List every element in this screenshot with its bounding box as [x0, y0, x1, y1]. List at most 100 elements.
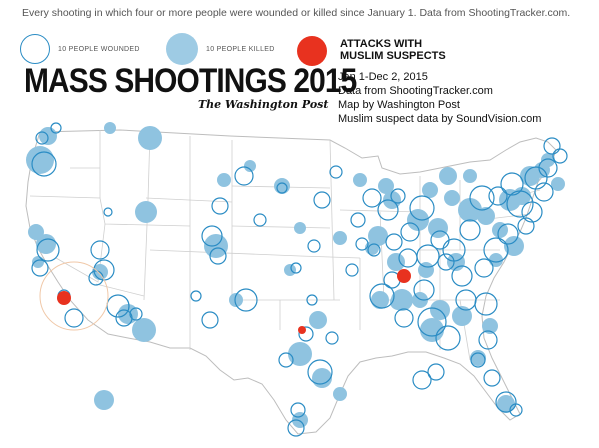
shooting-killed-circle	[312, 368, 332, 388]
shooting-killed-circle	[333, 231, 347, 245]
shooting-wounded-circle	[355, 237, 369, 251]
shooting-wounded-circle	[369, 283, 395, 309]
shooting-killed-circle	[274, 178, 290, 194]
shooting-killed-circle	[428, 218, 448, 238]
shooting-killed-circle	[333, 387, 347, 401]
shooting-wounded-circle	[313, 191, 331, 209]
shooting-wounded-circle	[90, 240, 110, 260]
legend-wounded-label: 10 PEOPLE WOUNDED	[58, 45, 140, 53]
shooting-killed-circle	[371, 291, 389, 309]
attack-circle-icon	[297, 36, 327, 66]
shooting-wounded-circle	[234, 288, 258, 312]
shooting-killed-circle	[118, 304, 138, 324]
shooting-wounded-circle	[483, 237, 509, 263]
shooting-killed-circle	[422, 182, 438, 198]
info-date-range: Jan 1-Dec 2, 2015	[338, 71, 428, 83]
shooting-wounded-circle	[469, 185, 495, 211]
shooting-killed-circle	[418, 262, 434, 278]
legend-killed: 10 PEOPLE KILLED	[166, 33, 275, 65]
shooting-wounded-circle	[209, 247, 227, 265]
shooting-wounded-circle	[390, 188, 406, 204]
shooting-wounded-circle	[306, 294, 318, 306]
shooting-wounded-circle	[538, 158, 558, 178]
shooting-wounded-circle	[385, 233, 403, 251]
shooting-wounded-circle	[521, 201, 543, 223]
legend-killed-label: 10 PEOPLE KILLED	[206, 45, 275, 53]
shooting-wounded-circle	[543, 137, 561, 155]
shooting-wounded-circle	[506, 190, 534, 218]
shooting-wounded-circle	[190, 290, 202, 302]
shooting-wounded-circle	[50, 122, 62, 134]
killed-circle-icon	[166, 33, 198, 65]
shooting-killed-circle	[204, 234, 228, 258]
shooting-wounded-circle	[362, 188, 382, 208]
attack-highlight-ring	[39, 261, 109, 331]
shooting-killed-circle	[482, 318, 498, 334]
shooting-killed-circle	[138, 126, 162, 150]
shooting-wounded-circle	[534, 182, 554, 202]
shooting-wounded-circle	[409, 195, 435, 221]
shooting-killed-circle	[391, 289, 413, 311]
info-suspect-source: Muslim suspect data by SoundVision.com	[338, 113, 542, 125]
shooting-killed-circle	[452, 306, 472, 326]
shooting-wounded-circle	[307, 359, 333, 385]
shooting-wounded-circle	[435, 325, 461, 351]
shooting-wounded-circle	[325, 331, 339, 345]
shooting-killed-circle	[353, 173, 367, 187]
shooting-killed-circle	[458, 198, 482, 222]
shooting-wounded-circle	[495, 391, 517, 413]
shooting-wounded-circle	[509, 403, 523, 417]
shooting-wounded-circle	[253, 213, 267, 227]
shooting-killed-circle	[477, 207, 495, 225]
shooting-killed-circle	[217, 173, 231, 187]
shooting-wounded-circle	[377, 199, 399, 221]
shooting-wounded-circle	[552, 148, 568, 164]
shooting-killed-circle	[439, 167, 457, 185]
shooting-wounded-circle	[478, 330, 498, 350]
shooting-killed-circle	[104, 122, 116, 134]
shooting-wounded-circle	[307, 239, 321, 253]
shooting-wounded-circle	[36, 238, 60, 262]
legend-attack-line2: MUSLIM SUSPECTS	[340, 50, 446, 62]
attack-marker-circle	[397, 269, 411, 283]
shooting-wounded-circle	[290, 402, 306, 418]
shooting-wounded-circle	[298, 326, 314, 342]
legend-wounded: 10 PEOPLE WOUNDED	[20, 34, 140, 64]
shooting-wounded-circle	[31, 151, 57, 177]
shooting-wounded-circle	[367, 243, 381, 257]
shooting-wounded-circle	[470, 352, 486, 368]
shooting-wounded-circle	[398, 248, 418, 268]
shooting-killed-circle	[292, 412, 308, 428]
legend-attack-label: ATTACKS WITH MUSLIM SUSPECTS	[340, 38, 446, 62]
shooting-wounded-circle	[427, 363, 445, 381]
shooting-killed-circle	[309, 311, 327, 329]
shooting-wounded-circle	[417, 307, 447, 337]
shooting-killed-circle	[463, 169, 477, 183]
publisher-logo: The Washington Post	[198, 98, 329, 111]
shooting-wounded-circle	[290, 262, 302, 274]
shooting-wounded-circle	[201, 225, 223, 247]
shooting-killed-circle	[135, 201, 157, 223]
shooting-wounded-circle	[500, 172, 524, 196]
attack-marker-circle	[298, 326, 306, 334]
shooting-killed-circle	[387, 253, 405, 271]
shooting-wounded-circle	[276, 182, 288, 194]
shooting-wounded-circle	[278, 352, 294, 368]
shooting-wounded-circle	[103, 207, 113, 217]
info-data-source: Data from ShootingTracker.com	[338, 85, 493, 97]
shooting-wounded-circle	[474, 292, 498, 316]
map-title: MASS SHOOTINGS 2015	[24, 62, 357, 100]
shooting-wounded-circle	[451, 265, 473, 287]
shooting-wounded-circle	[64, 308, 84, 328]
shooting-wounded-circle	[234, 166, 254, 186]
shooting-wounded-circle	[400, 222, 420, 242]
shooting-wounded-circle	[35, 131, 49, 145]
shooting-killed-circle	[26, 146, 54, 174]
shooting-killed-circle	[504, 236, 524, 256]
shooting-wounded-circle	[129, 307, 143, 321]
shooting-wounded-circle	[413, 279, 435, 301]
shooting-wounded-circle	[459, 219, 481, 241]
shooting-killed-circle	[32, 256, 44, 268]
shooting-killed-circle	[229, 293, 243, 307]
